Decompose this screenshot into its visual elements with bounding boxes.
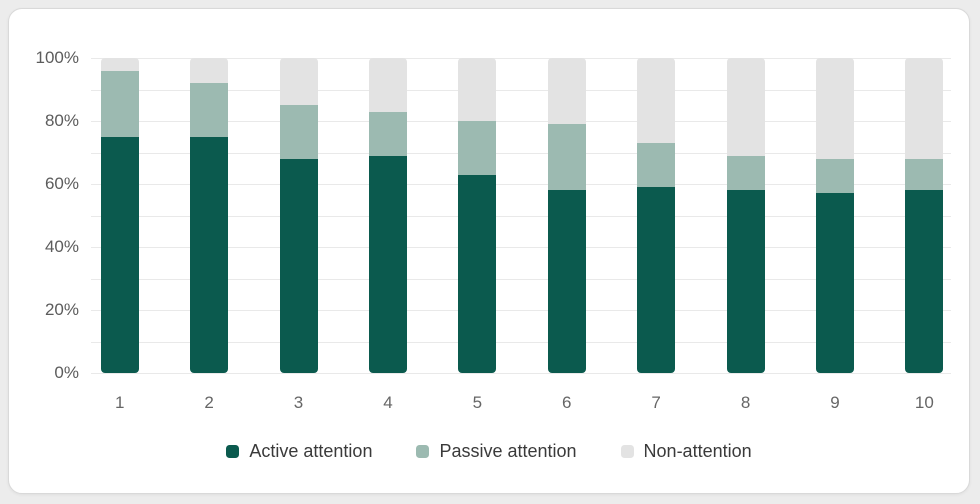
x-tick-label: 3 [293, 393, 304, 412]
gridline [91, 341, 951, 343]
legend-label: Non-attention [643, 441, 752, 461]
gridline [91, 152, 951, 154]
x-tick-label: 10 [914, 393, 934, 412]
bar-segment-active-attention [279, 158, 318, 373]
x-tick-label: 5 [472, 393, 483, 412]
bars-area [75, 58, 969, 373]
x-axis: 1 2 3 4 5 6 7 8 9 10 [75, 392, 969, 414]
bar-band [611, 58, 700, 373]
x-tick-label: 4 [383, 393, 393, 412]
gridline [91, 184, 951, 185]
chart-legend: Active attention Passive attention Non-att… [9, 441, 969, 462]
bar-segment-passive-attention [458, 121, 497, 175]
bar-segment-passive-attention [547, 124, 586, 191]
bar-band [790, 58, 879, 373]
gridline [91, 247, 951, 248]
bar-segment-passive-attention [726, 155, 765, 191]
stacked-bar [458, 58, 497, 373]
bar-segment-non-attention [547, 58, 586, 125]
bar-segment-non-attention [815, 58, 854, 159]
y-tick-label: 0% [54, 363, 79, 382]
x-tick-label: 8 [740, 393, 751, 412]
x-tick-label: 6 [562, 393, 572, 412]
bar-segment-non-attention [637, 58, 676, 144]
bar-segment-non-attention [279, 58, 318, 106]
legend-label: Active attention [249, 441, 373, 461]
legend-label: Passive attention [439, 441, 577, 461]
bar-segment-non-attention [100, 58, 139, 71]
y-tick-label: 60% [44, 174, 79, 193]
bar-segment-active-attention [458, 174, 497, 373]
bar-band [254, 58, 343, 373]
bar-band [522, 58, 611, 373]
gridline [91, 89, 951, 91]
bar-band [75, 58, 164, 373]
bar-band [880, 58, 969, 373]
stacked-bar [547, 58, 586, 373]
bar-segment-non-attention [190, 58, 229, 84]
bar-segment-non-attention [905, 58, 944, 159]
x-tick-label: 7 [651, 393, 661, 412]
bar-band [433, 58, 522, 373]
chart-card: 100% 80% 60% 40% 20% 0% 1 2 3 4 5 6 7 8 9 10 Active at… [8, 8, 970, 494]
stacked-bar [726, 58, 765, 373]
bar-segment-non-attention [458, 58, 497, 121]
bar-segment-passive-attention [279, 105, 318, 159]
bar-segment-active-attention [905, 190, 944, 373]
bar-segment-active-attention [100, 136, 139, 373]
stacked-bar [637, 58, 676, 373]
bar-segment-passive-attention [815, 158, 854, 194]
legend-item: Non-attention [620, 441, 752, 462]
y-tick-label: 100% [35, 48, 79, 67]
x-tick-label: 9 [830, 393, 840, 412]
gridline [91, 278, 951, 280]
bar-segment-passive-attention [368, 111, 407, 156]
legend-swatch-icon [226, 445, 240, 458]
stacked-bar [100, 58, 139, 373]
stacked-bar [279, 58, 318, 373]
y-tick-label: 20% [44, 300, 79, 319]
gridline [91, 373, 951, 374]
bar-segment-passive-attention [190, 83, 229, 137]
bar-segment-active-attention [190, 136, 229, 373]
bar-segment-non-attention [368, 58, 407, 112]
legend-swatch-icon [416, 445, 430, 458]
stacked-bar [190, 58, 229, 373]
gridline [91, 58, 951, 59]
bar-band [164, 58, 253, 373]
x-tick-label: 1 [114, 393, 125, 412]
bar-segment-passive-attention [100, 70, 139, 137]
legend-swatch-icon [620, 445, 634, 458]
bar-segment-active-attention [368, 155, 407, 373]
stacked-bar [368, 58, 407, 373]
bar-segment-passive-attention [637, 143, 676, 188]
gridline [91, 310, 951, 311]
gridline [91, 215, 951, 217]
bar-band [343, 58, 432, 373]
legend-item: Active attention [226, 441, 372, 462]
stacked-bar-chart: 100% 80% 60% 40% 20% 0% 1 2 3 4 5 6 7 8 9 10 Active at… [9, 9, 969, 493]
bar-segment-active-attention [726, 190, 765, 373]
bar-segment-active-attention [547, 190, 586, 373]
legend-item: Passive attention [416, 441, 577, 462]
stacked-bar [815, 58, 854, 373]
y-tick-label: 40% [44, 237, 79, 256]
bar-segment-active-attention [815, 193, 854, 373]
gridline [91, 121, 951, 122]
bar-segment-active-attention [637, 187, 676, 373]
y-tick-label: 80% [44, 111, 79, 130]
bar-segment-passive-attention [905, 158, 944, 191]
stacked-bar [905, 58, 944, 373]
bar-segment-non-attention [726, 58, 765, 156]
x-tick-label: 2 [204, 393, 214, 412]
bar-band [701, 58, 790, 373]
